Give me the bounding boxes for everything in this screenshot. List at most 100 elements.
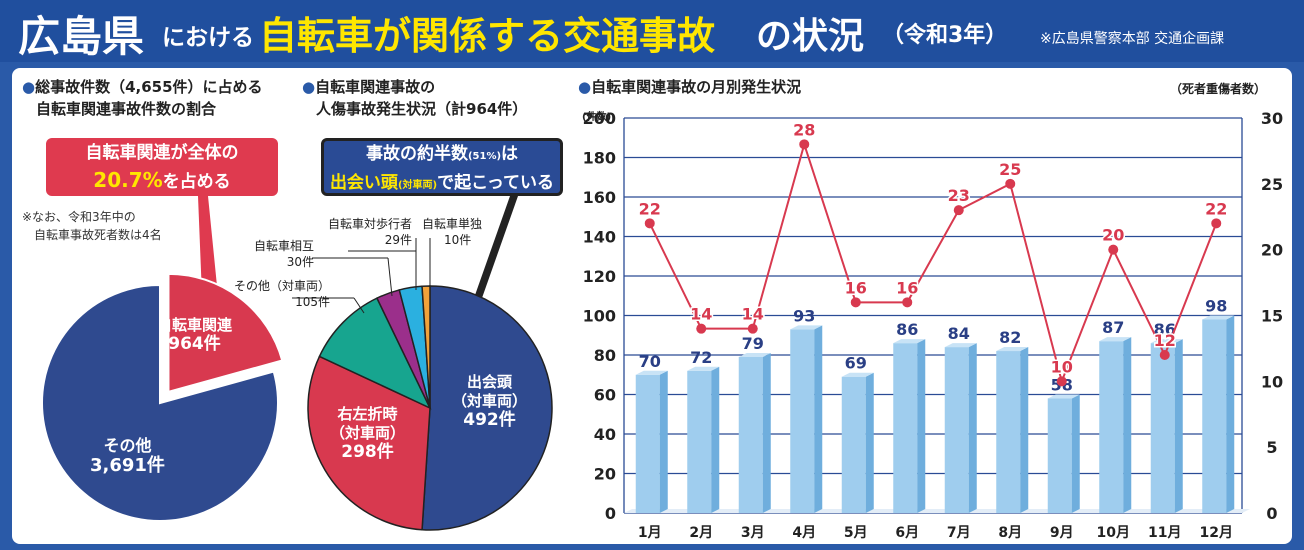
bar-top bbox=[996, 347, 1029, 352]
line-value-label: 23 bbox=[948, 186, 970, 205]
bar-front bbox=[893, 343, 918, 513]
bar-front bbox=[790, 329, 815, 513]
right-tick-label: 20 bbox=[1261, 241, 1283, 260]
line-value-label: 10 bbox=[1051, 357, 1073, 376]
line-point bbox=[747, 323, 758, 334]
bar-top bbox=[790, 325, 823, 330]
bar-top bbox=[738, 352, 771, 357]
bar-value-label: 72 bbox=[690, 348, 712, 367]
section1-callout: 自転車関連が全体の 20.7%を占める bbox=[46, 138, 278, 196]
pie2-label-other: その他（対車両） 105件 bbox=[234, 279, 331, 309]
category-label: 11月 bbox=[1148, 525, 1181, 541]
line-point bbox=[850, 297, 861, 308]
bar-side bbox=[968, 343, 977, 513]
bar-top bbox=[1099, 337, 1132, 342]
left-tick-label: 100 bbox=[583, 307, 616, 326]
bar-value-label: 86 bbox=[1154, 320, 1176, 339]
pie1-slice-0 bbox=[167, 272, 284, 394]
bar-top bbox=[1202, 315, 1235, 320]
left-tick-label: 200 bbox=[583, 109, 616, 128]
category-label: 1月 bbox=[638, 525, 662, 541]
right-tick-label: 25 bbox=[1261, 175, 1283, 194]
bar-front bbox=[1099, 341, 1124, 513]
bullet-icon: ● bbox=[22, 78, 36, 96]
line-value-label: 14 bbox=[690, 305, 712, 324]
left-tick-label: 20 bbox=[594, 465, 616, 484]
pie1-label-other: その他 3,691件 bbox=[90, 436, 165, 476]
bar-front bbox=[944, 347, 969, 513]
bar-value-label: 87 bbox=[1102, 318, 1124, 337]
left-tick-label: 120 bbox=[583, 267, 616, 286]
pie2-label-encounter: 出会頭 （対車両） 492件 bbox=[452, 373, 528, 430]
bar-side bbox=[1226, 315, 1235, 513]
monthly-combo-chart: 0 20 40 60 80 100 120 140 160 180 200 0 5 10 15 20 25 30 7… bbox=[583, 109, 1284, 541]
left-tick-label: 140 bbox=[583, 228, 616, 247]
category-label: 9月 bbox=[1050, 525, 1074, 541]
right-axis-title: （死者重傷者数） bbox=[1170, 82, 1267, 96]
pie1-label-bicycle: 自転車関連 964件 bbox=[157, 316, 233, 354]
pie2-slice-0 bbox=[421, 285, 553, 531]
line-value-label: 22 bbox=[639, 199, 661, 218]
pie2-label-pedestrian: 自転車対歩行者 29件 bbox=[328, 217, 413, 247]
line-point bbox=[696, 323, 707, 334]
bar-value-label: 82 bbox=[999, 328, 1021, 347]
line-value-label: 16 bbox=[896, 278, 918, 297]
category-label: 5月 bbox=[844, 525, 868, 541]
bar-front bbox=[738, 356, 763, 513]
left-tick-label: 0 bbox=[605, 504, 616, 523]
category-label: 12月 bbox=[1200, 525, 1233, 541]
title-suffix: の状況 bbox=[756, 16, 865, 57]
left-tick-label: 60 bbox=[594, 386, 616, 405]
bar-value-label: 98 bbox=[1205, 296, 1227, 315]
header-bar: 広島県 における 自転車が関係する交通事故 の状況 （令和3年） ※広島県警察本… bbox=[0, 0, 1304, 62]
line-value-label: 28 bbox=[793, 120, 815, 139]
bar-value-label: 69 bbox=[845, 354, 867, 373]
category-label: 4月 bbox=[792, 525, 816, 541]
bar-top bbox=[635, 370, 668, 375]
bar-side bbox=[865, 372, 874, 513]
category-label: 6月 bbox=[895, 525, 919, 541]
line-value-label: 22 bbox=[1205, 199, 1227, 218]
bar-value-label: 79 bbox=[742, 334, 764, 353]
section1-title: ●総事故件数（4,655件）に占める 自転車関連事故件数の割合 bbox=[22, 78, 263, 118]
left-tick-label: 40 bbox=[594, 425, 616, 444]
section1-note: ※なお、令和3年中の 自転車事故死者数は4名 bbox=[22, 210, 162, 242]
category-label: 8月 bbox=[998, 525, 1022, 541]
line-value-label: 12 bbox=[1154, 331, 1176, 350]
right-tick-label: 0 bbox=[1266, 504, 1277, 523]
line-point bbox=[1005, 178, 1016, 189]
left-tick-label: 160 bbox=[583, 188, 616, 207]
bar-front bbox=[1202, 319, 1227, 513]
line-point bbox=[799, 139, 810, 150]
bar-front bbox=[1047, 398, 1072, 513]
line-point bbox=[953, 205, 964, 216]
pie-chart-breakdown bbox=[292, 196, 553, 531]
line-series bbox=[648, 140, 1218, 385]
leader-line bbox=[387, 257, 393, 297]
pie2-slice-1 bbox=[307, 355, 431, 531]
content-panel: ●総事故件数（4,655件）に占める 自転車関連事故件数の割合 自転車関連が全体… bbox=[12, 68, 1292, 544]
left-tick-label: 80 bbox=[594, 346, 616, 365]
line-point bbox=[902, 297, 913, 308]
bar-front bbox=[1150, 343, 1175, 513]
callout-pointer bbox=[474, 196, 518, 298]
pie1-slice-1 bbox=[41, 283, 279, 522]
source-credit: ※広島県警察本部 交通企画課 bbox=[1040, 31, 1225, 47]
right-tick-label: 15 bbox=[1261, 307, 1283, 326]
line-point bbox=[644, 218, 655, 229]
bar-top bbox=[893, 339, 926, 344]
bar-top bbox=[1047, 394, 1080, 399]
bar-top bbox=[944, 343, 977, 348]
bar-side bbox=[1020, 347, 1029, 513]
title-prefecture: 広島県 bbox=[18, 12, 145, 61]
pie2-label-single: 自転車単独 10件 bbox=[422, 217, 483, 247]
bar-front bbox=[841, 376, 866, 513]
right-tick-label: 10 bbox=[1261, 372, 1283, 391]
right-tick-label: 30 bbox=[1261, 109, 1283, 128]
bullet-icon: ● bbox=[578, 78, 592, 96]
leader-line bbox=[353, 297, 365, 314]
section3-title: ●自転車関連事故の月別発生状況 bbox=[578, 78, 802, 96]
bar-value-label: 86 bbox=[896, 320, 918, 339]
bar-side bbox=[1174, 339, 1183, 513]
category-label: 3月 bbox=[741, 525, 765, 541]
